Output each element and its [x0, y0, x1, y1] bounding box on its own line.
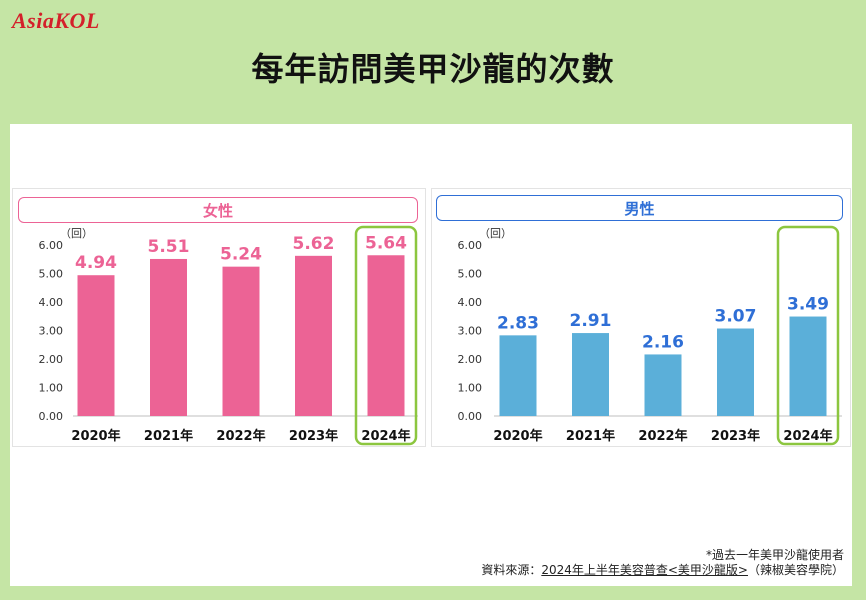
- x-tick-label: 2020年: [71, 428, 120, 444]
- bar: [644, 354, 682, 416]
- source-link[interactable]: 2024年上半年美容普查<美甲沙龍版>: [541, 563, 748, 577]
- data-label: 2.91: [570, 311, 612, 331]
- male-chart: （回） 0.00 1.00 2.00 3.00 4.00 5.00 6.00 2.83 2020年…: [431, 188, 851, 447]
- bar: [367, 255, 405, 416]
- asiakol-logo: AsiaKOL: [12, 8, 100, 33]
- female-chart-header: 女性: [18, 197, 418, 223]
- source-suffix: （辣椒美容學院）: [747, 563, 844, 577]
- y-tick-label: 2.00: [458, 353, 483, 366]
- highlight-box: [776, 225, 840, 446]
- data-label: 2.83: [497, 313, 539, 333]
- x-tick-label: 2024年: [361, 428, 410, 444]
- y-tick-label: 0.00: [39, 410, 64, 423]
- x-tick-label: 2022年: [216, 428, 265, 444]
- x-tick-label: 2023年: [289, 428, 338, 444]
- y-tick-label: 5.00: [39, 268, 64, 281]
- footnote: *過去一年美甲沙龍使用者: [705, 548, 844, 562]
- bar: [150, 258, 187, 416]
- bar: [295, 255, 332, 416]
- y-tick-label: 1.00: [39, 382, 64, 395]
- bar: [222, 266, 260, 416]
- y-tick-label: 6.00: [39, 239, 64, 252]
- data-label: 5.51: [148, 237, 190, 257]
- data-label: 5.62: [293, 234, 335, 254]
- y-axis-unit-label: （回）: [60, 227, 93, 240]
- x-tick-label: 2023年: [711, 428, 760, 444]
- x-tick-label: 2020年: [493, 428, 542, 444]
- male-chart-header: 男性: [436, 195, 843, 221]
- x-tick-label: 2021年: [144, 428, 193, 444]
- y-tick-label: 1.00: [458, 382, 483, 395]
- data-label: 3.49: [787, 295, 829, 315]
- data-label: 3.07: [715, 307, 757, 327]
- bar: [572, 333, 609, 416]
- data-label: 4.94: [75, 253, 117, 273]
- y-tick-label: 3.00: [458, 325, 483, 338]
- y-tick-label: 4.00: [39, 296, 64, 309]
- y-tick-label: 3.00: [39, 325, 64, 338]
- source-prefix: 資料來源：: [481, 563, 542, 577]
- data-label: 5.24: [220, 245, 262, 265]
- female-chart: （回） 0.00 1.00 2.00 3.00 4.00 5.00 6.00 4.94 2020年…: [12, 188, 426, 447]
- data-label: 5.64: [365, 233, 407, 253]
- y-tick-label: 4.00: [458, 296, 483, 309]
- bar: [789, 316, 827, 416]
- x-tick-label: 2022年: [638, 428, 687, 444]
- female-bar-chart-svg: （回） 0.00 1.00 2.00 3.00 4.00 5.00 6.00 4.94 2020年…: [39, 225, 418, 446]
- bar: [717, 328, 754, 416]
- y-tick-label: 0.00: [458, 410, 483, 423]
- y-tick-label: 2.00: [39, 353, 64, 366]
- bar: [499, 335, 537, 416]
- y-tick-label: 5.00: [458, 268, 483, 281]
- x-tick-label: 2024年: [783, 428, 832, 444]
- x-tick-label: 2021年: [566, 428, 615, 444]
- page-title: 每年訪問美甲沙龍的次數: [251, 50, 615, 88]
- y-tick-label: 6.00: [458, 239, 483, 252]
- data-label: 2.16: [642, 332, 684, 352]
- highlight-box: [354, 225, 418, 446]
- male-bar-chart-svg: （回） 0.00 1.00 2.00 3.00 4.00 5.00 6.00 2.83 2020年…: [458, 225, 842, 446]
- bar: [77, 275, 115, 416]
- y-axis-unit-label: （回）: [479, 227, 512, 240]
- source-citation: 資料來源：2024年上半年美容普查<美甲沙龍版>（辣椒美容學院）: [481, 561, 844, 578]
